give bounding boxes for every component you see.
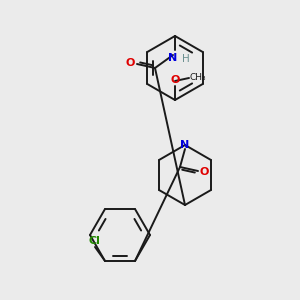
Text: CH₃: CH₃: [190, 74, 207, 82]
Text: O: O: [126, 58, 135, 68]
Text: N: N: [168, 53, 178, 63]
Text: O: O: [170, 75, 180, 85]
Text: H: H: [182, 54, 190, 64]
Text: O: O: [200, 167, 209, 177]
Text: Cl: Cl: [88, 236, 100, 246]
Text: N: N: [180, 140, 190, 150]
